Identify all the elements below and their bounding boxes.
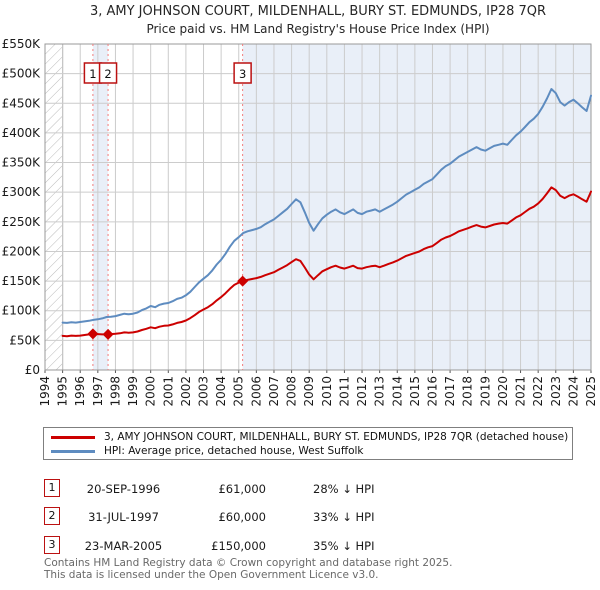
x-tick-label: 2020 [496, 376, 510, 407]
x-tick-label: 2006 [249, 376, 263, 407]
transaction-vs-hpi: 33% ↓ HPI [313, 510, 375, 524]
price-chart: 1 2 3 £0 £50K £100K £150K £200K £250K £300K £350K £… [2, 37, 598, 407]
transaction-price: £150,000 [211, 539, 266, 553]
x-tick-label: 2009 [302, 376, 316, 407]
x-tick-label: 2002 [179, 376, 193, 407]
x-tick-label: 2005 [232, 376, 246, 407]
x-tick-label: 1998 [108, 376, 122, 407]
x-tick-label: 2025 [584, 376, 598, 407]
transaction-flag-number: 3 [239, 67, 246, 81]
transaction-number-badge: 3 [44, 536, 60, 554]
x-tick-label: 2001 [161, 376, 175, 407]
y-tick-label: £150K [2, 274, 42, 288]
x-tick-label: 2007 [267, 376, 281, 407]
price-paid-line-sample [51, 435, 95, 439]
copyright-footer: Contains HM Land Registry data © Crown c… [44, 557, 452, 581]
x-tick-label: 2010 [320, 376, 334, 407]
x-tick-label: 2000 [144, 376, 158, 407]
y-tick-label: £250K [2, 215, 42, 229]
y-tick-label: £500K [2, 67, 42, 81]
x-tick-label: 2015 [408, 376, 422, 407]
transaction-flag-3 [233, 62, 252, 84]
no-data-hatch-region [45, 44, 63, 370]
x-tick-label: 2023 [549, 376, 563, 407]
y-tick-label: £300K [2, 185, 42, 199]
transaction-flag-2 [98, 62, 118, 84]
y-tick-label: £50K [9, 333, 41, 347]
x-tick-label: 2022 [531, 376, 545, 407]
transaction-date: 23-MAR-2005 [84, 539, 163, 553]
legend-item-price-paid: 3, AMY JOHNSON COURT, MILDENHALL, BURY S… [44, 430, 572, 444]
legend-item-hpi: HPI: Average price, detached house, West… [44, 444, 572, 458]
table-row: 2 31-JUL-1997 £60,000 33% ↓ HPI [44, 507, 574, 527]
y-tick-label: £0 [25, 363, 40, 377]
transaction-vs-hpi: 35% ↓ HPI [313, 539, 375, 553]
x-tick-label: 2017 [443, 376, 457, 407]
sale-marker-3 [237, 275, 249, 287]
x-tick-label: 2018 [461, 376, 475, 407]
hpi-line-sample [51, 449, 95, 453]
x-tick-label: 1994 [38, 376, 52, 407]
legend-label-price-paid: 3, AMY JOHNSON COURT, MILDENHALL, BURY S… [104, 431, 569, 443]
footer-line-2: This data is licensed under the Open Gov… [44, 569, 379, 581]
table-row: 1 20-SEP-1996 £61,000 28% ↓ HPI [44, 479, 574, 499]
transaction-flag-number: 1 [89, 67, 96, 81]
table-row: 3 23-MAR-2005 £150,000 35% ↓ HPI [44, 536, 574, 556]
y-tick-label: £100K [2, 304, 42, 318]
y-tick-label: £550K [2, 37, 42, 51]
ownership-band [242, 44, 592, 370]
transaction-date: 20-SEP-1996 [86, 482, 161, 496]
transaction-price: £60,000 [218, 510, 266, 524]
x-tick-label: 1995 [56, 376, 70, 407]
y-tick-label: £400K [2, 126, 42, 140]
x-tick-label: 2016 [425, 376, 439, 407]
transaction-date: 31-JUL-1997 [88, 510, 159, 524]
x-tick-label: 2004 [214, 376, 228, 407]
transaction-number-badge: 2 [44, 507, 60, 525]
x-tick-label: 2012 [355, 376, 369, 407]
price-paid-line [61, 186, 592, 338]
hpi-line [61, 88, 592, 324]
legend-label-hpi: HPI: Average price, detached house, West… [104, 445, 364, 457]
x-tick-label: 1997 [91, 376, 105, 407]
footer-line-1: Contains HM Land Registry data © Crown c… [44, 557, 453, 569]
x-tick-label: 2011 [337, 376, 351, 407]
x-tick-label: 2013 [373, 376, 387, 407]
sale-marker-2 [102, 328, 114, 340]
transaction-vs-hpi: 28% ↓ HPI [313, 482, 375, 496]
y-tick-label: £450K [2, 96, 42, 110]
x-tick-label: 2024 [566, 376, 580, 407]
plot-border [44, 43, 592, 371]
page-title: 3, AMY JOHNSON COURT, MILDENHALL, BURY S… [89, 4, 547, 19]
x-tick-label: 2003 [197, 376, 211, 407]
x-tick-label: 2021 [514, 376, 528, 407]
x-tick-label: 2019 [478, 376, 492, 407]
page-subtitle: Price paid vs. HM Land Registry's House … [146, 22, 490, 36]
transaction-price: £61,000 [218, 482, 266, 496]
transaction-table: 1 20-SEP-1996 £61,000 28% ↓ HPI 2 31-JUL… [44, 479, 574, 559]
sale-marker-1 [87, 328, 99, 340]
x-tick-label: 1996 [73, 376, 87, 407]
x-tick-label: 2008 [285, 376, 299, 407]
transaction-flag-number: 2 [104, 67, 111, 81]
x-tick-label: 2014 [390, 376, 404, 407]
ownership-band [92, 44, 109, 370]
chart-legend: 3, AMY JOHNSON COURT, MILDENHALL, BURY S… [43, 427, 573, 460]
transaction-number-badge: 1 [44, 479, 60, 497]
x-tick-label: 1999 [126, 376, 140, 407]
y-tick-label: £350K [2, 156, 42, 170]
y-tick-label: £200K [2, 244, 42, 258]
